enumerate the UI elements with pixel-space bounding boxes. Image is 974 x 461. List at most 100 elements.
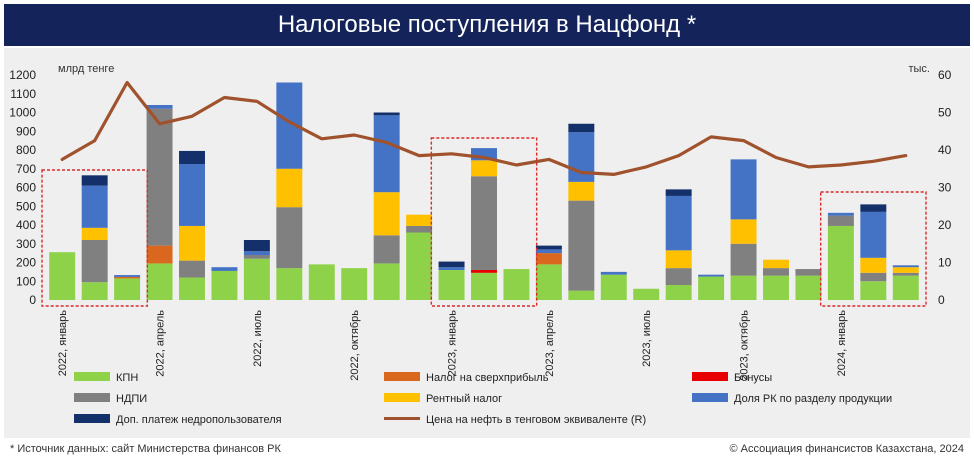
legend-label: Бонусы [734,372,772,384]
bar-segment [471,160,497,177]
chart-title: Налоговые поступления в Нацфонд * [4,4,970,46]
legend-label: Рентный налог [426,393,502,405]
bar-segment [243,255,270,259]
bar-segment [81,175,108,186]
bar-segment [535,249,562,254]
bar-segment [146,245,173,264]
y2-axis-label: тыс. [908,63,930,75]
bar-segment [665,189,692,196]
bar-segment [600,274,627,300]
legend-label: Доля РК по разделу продукции [734,393,892,405]
bar-segment [146,105,173,109]
bar-segment [730,243,757,276]
bar-segment [633,288,660,300]
bar-segment [600,271,627,275]
bar-segment [81,185,108,228]
y2-tick-label: 20 [938,218,952,232]
bar-segment [211,267,238,271]
legend-swatch [384,393,420,402]
legend-swatch [384,372,420,381]
bar-segment [276,168,303,208]
y-tick-label: 500 [16,199,36,213]
bar-segment [730,275,757,300]
bar-segment [406,225,433,233]
bar-segment [730,219,757,244]
bar-segment [763,259,789,269]
y-tick-label: 700 [16,162,36,176]
bar-segment [114,278,141,300]
source-note: * Источник данных: сайт Министерства фин… [10,443,281,455]
y-tick-label: 800 [16,143,36,157]
legend-swatch [74,414,110,423]
bar-segment [827,215,854,226]
y-tick-label: 600 [16,181,36,195]
bar-segment [114,275,141,277]
bar-segment [892,267,919,273]
x-tick-label: 2023, апрель [544,310,556,377]
bar-segment [763,268,789,276]
y2-tick-label: 30 [938,181,952,195]
legend-swatch [692,372,728,381]
bar-segment [341,268,368,300]
y2-tick-label: 10 [938,256,952,270]
bar-segment [730,159,757,220]
bar-segment [373,263,400,300]
bar-segment [568,181,595,201]
bar-segment [211,270,238,300]
bar-segment [827,225,854,300]
bar-segment [892,275,919,300]
bar-segment [860,281,887,300]
bar-segment [535,245,562,250]
x-tick-label: 2023, июль [641,310,653,367]
x-tick-label: 2022, октябрь [349,310,361,381]
bar-segment [795,269,822,276]
bar-segment [438,267,465,270]
legend-swatch [74,393,110,402]
x-tick-label: 2023, октябрь [739,310,751,381]
bar-segment [665,268,692,285]
bar-segment [860,211,887,258]
bar-segment [179,150,205,165]
y2-tick-label: 40 [938,143,952,157]
bar-segment [827,212,854,216]
x-tick-label: 2022, январь [57,310,69,377]
x-tick-label: 2022, апрель [155,310,167,377]
bar-segment [665,285,692,300]
chart-svg: млрд тенге тыс.01002003004005006007008009… [9,63,952,426]
x-tick-label: 2023, январь [447,310,459,377]
legend-label: Доп. платеж недропользователя [116,414,282,426]
bar-segment [665,195,692,251]
y-axis-label: млрд тенге [58,63,114,75]
y2-tick-label: 50 [938,106,952,120]
bar-segment [114,276,141,279]
highlight-box [41,169,149,307]
bar-segment [243,251,270,255]
bar-segment [892,272,919,276]
bar-segment [179,225,205,261]
y2-tick-label: 0 [938,293,945,307]
y2-tick-label: 60 [938,68,952,82]
y-tick-label: 300 [16,237,36,251]
bar-segment [795,275,822,300]
legend-swatch [692,393,728,402]
oil-price-line [60,80,908,177]
bar-segment [568,123,595,133]
y-tick-label: 900 [16,124,36,138]
bar-segment [406,232,433,300]
y-tick-label: 100 [16,274,36,288]
bar-segment [535,253,562,265]
legend-label: Цена на нефть в тенговом эквиваленте (R) [426,414,646,426]
legend-label: Налог на сверхприбыль [426,372,549,384]
y-tick-label: 1100 [10,87,36,101]
bar-segment [568,290,595,300]
bar-segment [860,272,887,282]
highlight-box [819,191,927,307]
bar-segment [49,252,76,300]
bar-segment [308,264,335,300]
x-tick-label: 2022, июль [252,310,264,367]
bar-segment [860,257,887,273]
y-tick-label: 1200 [9,68,36,82]
y-tick-label: 400 [16,218,36,232]
bar-segment [471,176,497,270]
bar-segment [665,250,692,269]
